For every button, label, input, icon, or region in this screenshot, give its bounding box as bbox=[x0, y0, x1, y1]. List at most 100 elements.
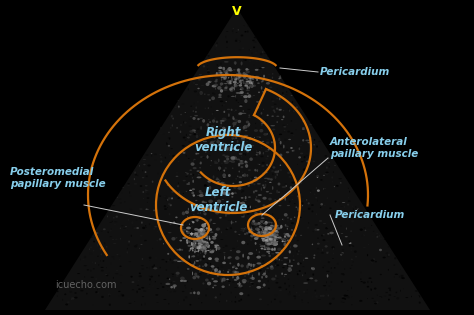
Ellipse shape bbox=[284, 130, 285, 131]
Ellipse shape bbox=[104, 242, 105, 244]
Ellipse shape bbox=[193, 291, 196, 294]
Ellipse shape bbox=[403, 288, 404, 289]
Ellipse shape bbox=[106, 246, 108, 247]
Ellipse shape bbox=[207, 202, 210, 204]
Ellipse shape bbox=[137, 285, 139, 286]
Ellipse shape bbox=[247, 256, 250, 260]
Ellipse shape bbox=[235, 40, 237, 42]
Ellipse shape bbox=[182, 197, 184, 199]
Ellipse shape bbox=[290, 246, 291, 249]
Ellipse shape bbox=[186, 184, 190, 185]
Ellipse shape bbox=[220, 83, 223, 85]
Ellipse shape bbox=[257, 183, 261, 185]
Ellipse shape bbox=[134, 171, 136, 174]
Ellipse shape bbox=[207, 155, 209, 159]
Ellipse shape bbox=[160, 267, 161, 268]
Ellipse shape bbox=[254, 177, 257, 178]
Ellipse shape bbox=[215, 87, 216, 90]
Ellipse shape bbox=[344, 295, 346, 297]
Ellipse shape bbox=[306, 269, 308, 272]
Ellipse shape bbox=[71, 297, 74, 299]
Ellipse shape bbox=[127, 230, 128, 231]
Ellipse shape bbox=[244, 25, 245, 26]
Ellipse shape bbox=[148, 288, 150, 289]
Ellipse shape bbox=[229, 88, 232, 91]
Ellipse shape bbox=[213, 76, 215, 78]
Ellipse shape bbox=[190, 161, 193, 163]
Ellipse shape bbox=[284, 236, 285, 237]
Ellipse shape bbox=[236, 192, 237, 194]
Ellipse shape bbox=[238, 102, 239, 103]
Ellipse shape bbox=[286, 185, 287, 187]
Ellipse shape bbox=[267, 240, 273, 242]
Ellipse shape bbox=[209, 271, 212, 274]
Ellipse shape bbox=[262, 287, 264, 288]
Ellipse shape bbox=[272, 214, 273, 215]
Ellipse shape bbox=[260, 210, 262, 214]
Ellipse shape bbox=[146, 209, 149, 210]
Ellipse shape bbox=[283, 181, 286, 183]
Ellipse shape bbox=[257, 81, 259, 82]
Ellipse shape bbox=[226, 279, 229, 280]
Ellipse shape bbox=[351, 246, 352, 248]
Ellipse shape bbox=[350, 287, 352, 288]
Ellipse shape bbox=[267, 233, 270, 235]
Ellipse shape bbox=[280, 225, 283, 229]
Ellipse shape bbox=[160, 160, 163, 163]
Ellipse shape bbox=[180, 131, 181, 133]
Ellipse shape bbox=[236, 276, 239, 280]
Ellipse shape bbox=[257, 163, 259, 165]
Ellipse shape bbox=[308, 302, 309, 303]
Ellipse shape bbox=[328, 162, 330, 163]
Ellipse shape bbox=[214, 117, 216, 120]
Ellipse shape bbox=[200, 192, 203, 194]
Ellipse shape bbox=[128, 261, 131, 262]
Ellipse shape bbox=[269, 241, 271, 243]
Ellipse shape bbox=[199, 227, 200, 228]
Ellipse shape bbox=[256, 101, 258, 103]
Text: Anterolateral
paillary muscle: Anterolateral paillary muscle bbox=[330, 137, 418, 159]
Ellipse shape bbox=[334, 185, 335, 186]
Ellipse shape bbox=[202, 201, 204, 203]
Ellipse shape bbox=[218, 158, 219, 162]
Ellipse shape bbox=[267, 133, 268, 135]
Ellipse shape bbox=[219, 209, 223, 213]
Ellipse shape bbox=[260, 211, 262, 213]
Ellipse shape bbox=[231, 148, 236, 150]
Ellipse shape bbox=[199, 273, 201, 275]
Ellipse shape bbox=[191, 242, 197, 246]
Ellipse shape bbox=[207, 123, 210, 127]
Ellipse shape bbox=[204, 223, 207, 224]
Ellipse shape bbox=[224, 83, 228, 84]
Ellipse shape bbox=[204, 249, 207, 252]
Ellipse shape bbox=[253, 179, 257, 182]
Ellipse shape bbox=[202, 228, 205, 232]
Ellipse shape bbox=[219, 94, 222, 96]
Ellipse shape bbox=[173, 290, 176, 292]
Ellipse shape bbox=[332, 236, 333, 238]
Ellipse shape bbox=[243, 207, 246, 209]
Ellipse shape bbox=[236, 250, 241, 253]
Ellipse shape bbox=[306, 151, 308, 153]
Ellipse shape bbox=[222, 177, 224, 179]
Ellipse shape bbox=[206, 243, 207, 246]
Ellipse shape bbox=[260, 156, 264, 157]
Ellipse shape bbox=[234, 131, 236, 133]
Ellipse shape bbox=[202, 118, 204, 120]
Ellipse shape bbox=[269, 238, 272, 241]
Ellipse shape bbox=[371, 225, 372, 226]
Ellipse shape bbox=[195, 219, 199, 221]
Ellipse shape bbox=[170, 127, 171, 129]
Ellipse shape bbox=[198, 236, 200, 238]
Ellipse shape bbox=[334, 165, 336, 166]
Ellipse shape bbox=[199, 93, 202, 94]
Ellipse shape bbox=[214, 205, 217, 206]
Ellipse shape bbox=[264, 232, 268, 235]
Ellipse shape bbox=[287, 239, 289, 241]
Ellipse shape bbox=[253, 233, 256, 237]
Ellipse shape bbox=[297, 273, 299, 275]
Ellipse shape bbox=[285, 289, 287, 290]
Ellipse shape bbox=[299, 199, 302, 200]
Ellipse shape bbox=[224, 161, 229, 164]
Ellipse shape bbox=[283, 243, 286, 246]
